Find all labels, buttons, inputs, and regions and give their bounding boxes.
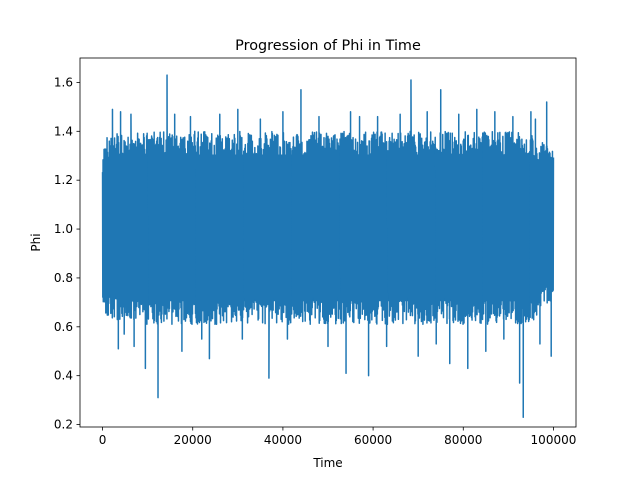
- y-tick-label: 0.4: [54, 369, 73, 383]
- y-tick-label: 1.0: [54, 222, 73, 236]
- y-tick-label: 0.8: [54, 271, 73, 285]
- series-line: [101, 74, 555, 418]
- series-layer: [101, 74, 555, 418]
- series-line-segment: [529, 101, 555, 357]
- y-tick-label: 0.6: [54, 320, 73, 334]
- series-line-segment: [243, 111, 293, 379]
- series-line-segment: [386, 79, 437, 357]
- axes-frame: [79, 57, 577, 428]
- series-line-segment: [195, 108, 245, 360]
- x-tick-label: 80000: [444, 433, 482, 447]
- x-tick-label: 40000: [264, 433, 302, 447]
- series-line-segment: [101, 108, 150, 370]
- y-tick-label: 1.2: [54, 173, 73, 187]
- series-line-segment: [291, 89, 342, 348]
- x-tick-label: 20000: [174, 433, 212, 447]
- y-axis-label: Phi: [29, 233, 43, 251]
- x-axis-ticks: 0 20000 40000 60000 80000 100000: [99, 427, 577, 447]
- x-tick-label: 60000: [354, 433, 392, 447]
- y-tick-label: 1.6: [54, 75, 73, 89]
- x-tick-label: 100000: [531, 433, 577, 447]
- series-line-segment: [147, 74, 197, 399]
- x-axis-label: Time: [312, 456, 342, 470]
- y-axis-ticks: 0.2 0.4 0.6 0.8 1.0 1.2 1.4 1.6: [54, 75, 80, 432]
- chart-title: Progression of Phi in Time: [235, 38, 421, 54]
- series-line-segment: [339, 111, 389, 377]
- y-tick-label: 1.4: [54, 124, 73, 138]
- series-line-segment: [434, 89, 484, 370]
- series-line-segment: [482, 111, 531, 418]
- x-tick-label: 0: [99, 433, 107, 447]
- y-tick-label: 0.2: [54, 418, 73, 432]
